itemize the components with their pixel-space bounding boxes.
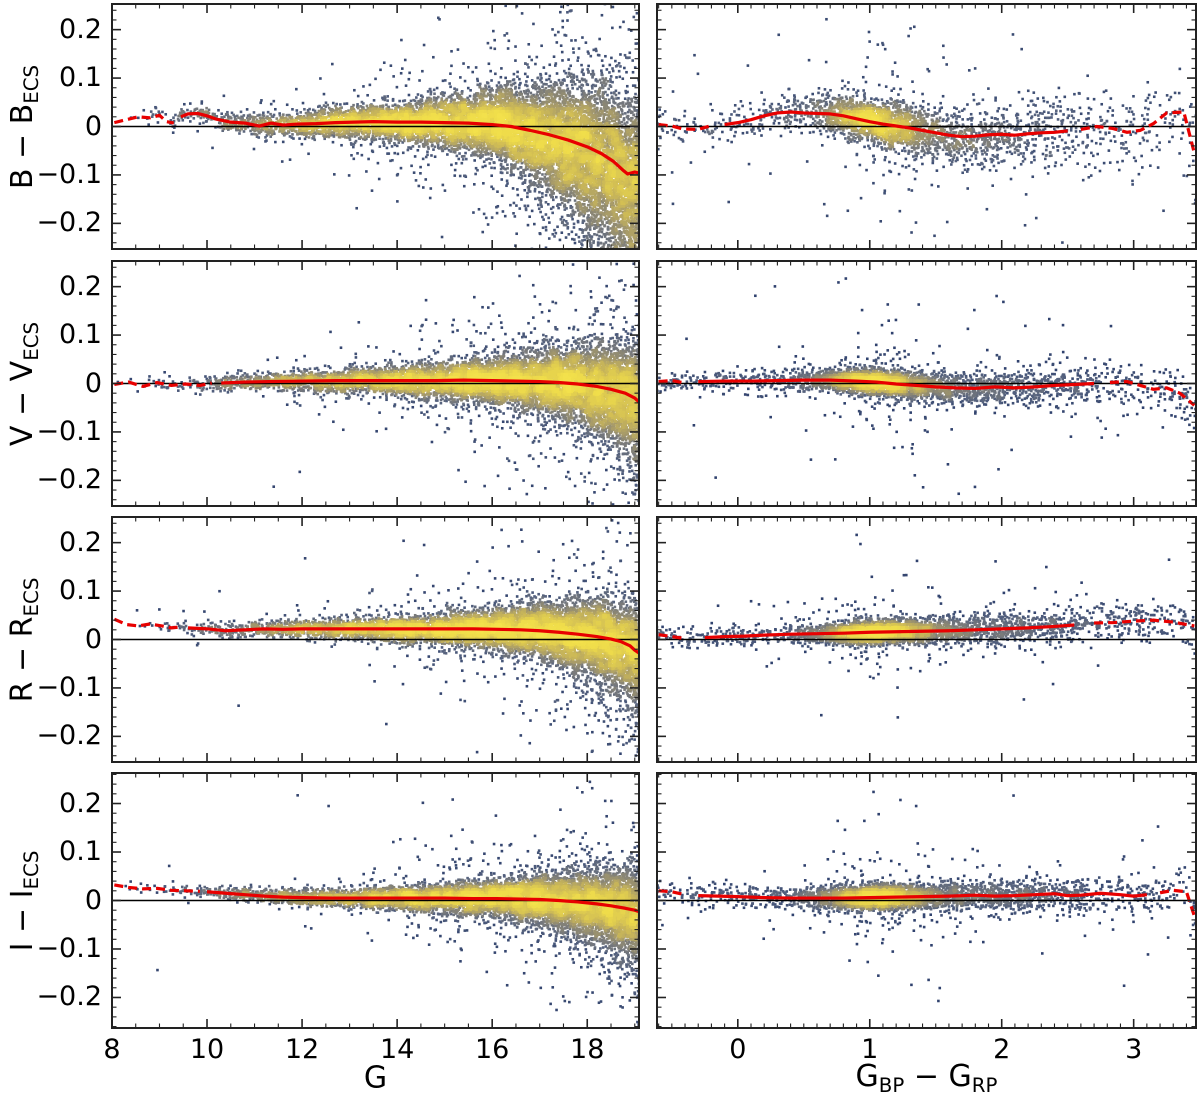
y-tick-label: 0.2: [59, 526, 102, 558]
x-axis-label-text: G: [363, 1060, 388, 1096]
x-tick-label: 8: [103, 1034, 121, 1065]
y-tick-label: 0.1: [59, 836, 102, 867]
x-axis-label-text: G: [855, 1059, 879, 1095]
y-tick-label: 0.1: [59, 319, 102, 351]
x-tick-label: 10: [189, 1034, 225, 1065]
x-axis-label-G: G: [364, 1061, 387, 1096]
panel-I-vs-BPRP: [656, 772, 1197, 1029]
panel-I-vs-G: [111, 772, 640, 1029]
y-tick-label: −0.2: [36, 720, 102, 752]
x-tick-label: 1: [861, 1034, 879, 1065]
y-tick-label: 0: [84, 884, 102, 916]
x-axis-label-subscript-rp: RP: [971, 1073, 998, 1097]
panel-B-vs-BPRP: [656, 3, 1197, 250]
y-tick-label: 0: [84, 623, 102, 655]
x-tick-label: 18: [570, 1034, 605, 1065]
x-tick-label: 3: [1125, 1034, 1143, 1065]
panel-V-vs-G: [111, 260, 640, 507]
x-axis-label-subscript-bp: BP: [878, 1073, 905, 1097]
panel-B-vs-G: [111, 3, 640, 250]
x-tick-label: 12: [284, 1034, 320, 1065]
y-tick-label: −0.1: [36, 415, 102, 447]
y-tick-label: 0.2: [59, 270, 102, 302]
y-tick-label: 0.1: [59, 575, 102, 607]
x-axis-label-bp-rp: GBP − GRP: [856, 1059, 998, 1097]
y-tick-label: −0.2: [36, 981, 102, 1013]
y-tick-label: −0.1: [36, 671, 102, 703]
panel-V-vs-BPRP: [656, 260, 1197, 507]
y-tick-label: 0.2: [59, 13, 102, 45]
y-tick-label: 0.2: [59, 787, 102, 819]
y-tick-label: −0.2: [36, 207, 102, 239]
y-tick-label: 0: [84, 110, 102, 142]
x-tick-label: 14: [379, 1034, 415, 1065]
y-tick-label: 0: [84, 367, 102, 399]
x-tick-label: 0: [729, 1034, 747, 1065]
y-tick-label: 0.1: [59, 62, 102, 94]
x-tick-label: 2: [993, 1034, 1011, 1065]
y-tick-label: −0.1: [36, 158, 102, 190]
panel-R-vs-G: [111, 516, 640, 763]
y-tick-label: −0.1: [36, 932, 102, 964]
x-axis-label-text: − G: [904, 1059, 972, 1095]
panel-R-vs-BPRP: [656, 516, 1197, 763]
x-tick-label: 16: [474, 1034, 510, 1065]
y-tick-label: −0.2: [36, 464, 102, 496]
